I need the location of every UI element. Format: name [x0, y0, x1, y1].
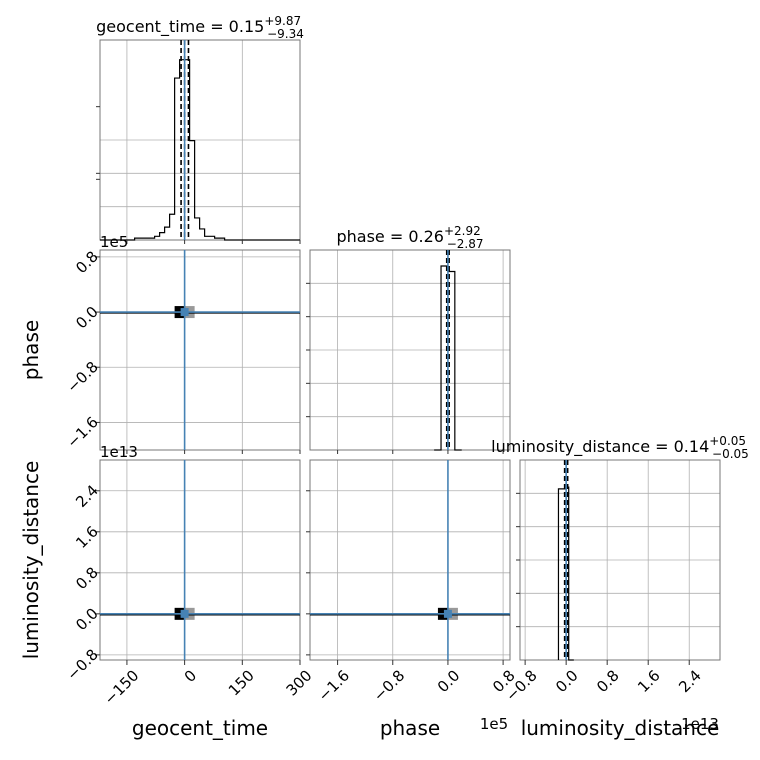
y-tick-label: 2.4	[72, 481, 102, 511]
scatter-panel-phase-luminosity_distance	[309, 459, 511, 661]
panel-title-geocent_time: geocent_time = 0.15+9.87 −9.34	[96, 14, 304, 41]
panel-frame	[99, 459, 301, 661]
hist-panel-geocent_time: geocent_time = 0.15+9.87 −9.34	[96, 14, 304, 241]
x-axis-geocent_time: −150 0 150 300 geocent_time	[101, 660, 316, 740]
title-minus: −9.34	[267, 27, 304, 41]
x-tick-label: 1.6	[634, 666, 664, 696]
y-tick-label: 0.8	[72, 563, 102, 593]
x-tick-label: 300	[283, 666, 316, 699]
y-offset-label-phase: 1e5	[100, 233, 128, 251]
x-tick-label: 150	[225, 666, 258, 699]
histogram-step-geocent_time	[100, 59, 300, 241]
x-tick-label: −0.8	[370, 666, 408, 704]
scatter-panel-geocent_time-luminosity_distance	[99, 459, 301, 661]
panel-title-luminosity_distance: luminosity_distance = 0.14+0.05 −0.05	[491, 434, 749, 461]
y-tick-label: 1.6	[72, 522, 102, 552]
title-value: geocent_time = 0.15	[96, 17, 264, 37]
title-plus: +0.05	[709, 434, 746, 448]
panel-frame	[99, 249, 301, 451]
x-tick-label: −150	[101, 666, 143, 708]
hist-panel-luminosity_distance: luminosity_distance = 0.14+0.05 −0.05	[491, 434, 749, 661]
y-axis-phase: −1.6 −0.8 0.0 0.8 phase 1e5	[19, 233, 128, 452]
panel-frame	[99, 39, 301, 241]
y-axis-label-phase: phase	[19, 320, 43, 380]
y-axis-luminosity_distance: −0.8 0.0 0.8 1.6 2.4 luminosity_distance 1e13	[19, 443, 138, 684]
y-tick-label: 0.0	[72, 303, 102, 333]
x-axis-label-geocent_time: geocent_time	[132, 716, 268, 740]
y-tick-label: −1.6	[63, 413, 101, 451]
panel-frame	[309, 459, 511, 661]
x-axis-label-phase: phase	[380, 716, 440, 740]
panel-title-phase: phase = 0.26+2.92 −2.87	[336, 224, 483, 251]
y-tick-label: −0.8	[63, 358, 101, 396]
title-value: luminosity_distance = 0.14	[491, 437, 709, 457]
x-offset-label-luminosity_distance: 1e13	[681, 715, 719, 733]
title-minus: −2.87	[447, 237, 484, 251]
x-tick-label: −1.6	[315, 666, 353, 704]
title-minus: −0.05	[712, 447, 749, 461]
x-tick-label: 0	[181, 666, 200, 685]
x-axis-label-luminosity_distance: luminosity_distance	[521, 716, 720, 740]
x-offset-label-phase: 1e5	[480, 715, 508, 733]
y-offset-label-luminosity_distance: 1e13	[100, 443, 138, 461]
x-tick-label: 0.0	[552, 666, 582, 696]
truth-marker	[180, 609, 189, 618]
y-tick-label: 0.8	[72, 248, 102, 278]
title-value: phase = 0.26	[336, 227, 443, 246]
y-tick-label: 0.0	[72, 604, 102, 634]
truth-marker	[443, 609, 452, 618]
x-tick-label: 2.4	[675, 666, 705, 696]
hist-panel-phase: phase = 0.26+2.92 −2.87	[306, 224, 511, 451]
x-tick-label: 0.8	[593, 666, 623, 696]
title-plus: +9.87	[264, 14, 301, 28]
truth-marker	[180, 308, 189, 317]
title-plus: +2.92	[444, 224, 481, 238]
y-axis-label-luminosity_distance: luminosity_distance	[19, 461, 43, 660]
y-tick-label: −0.8	[63, 646, 101, 684]
x-tick-label: 0.0	[434, 666, 464, 696]
scatter-panel-geocent_time-phase	[99, 249, 301, 451]
